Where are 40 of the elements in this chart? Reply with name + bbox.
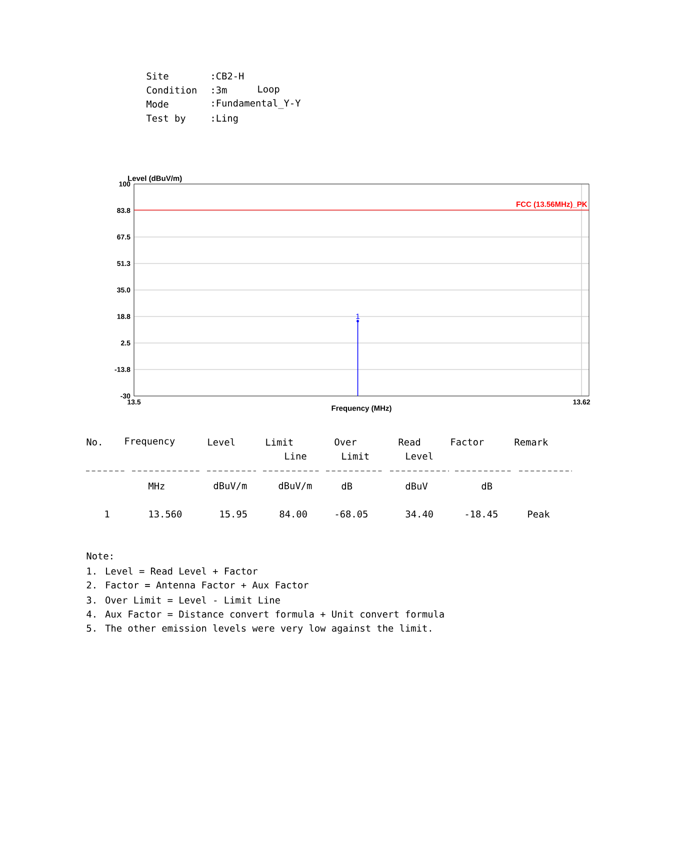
text: dB <box>342 482 352 490</box>
text: Level <box>406 452 433 460</box>
text: dBuV <box>406 482 428 490</box>
text: 34.40 <box>406 510 433 518</box>
text: Level <box>208 438 235 446</box>
text: 84.00 <box>280 510 307 518</box>
text: 3. Over Limit = Level - Limit Line <box>86 596 280 604</box>
text: Over <box>334 438 356 446</box>
text: dBuV/m <box>278 482 312 490</box>
text: 13.560 <box>149 510 182 518</box>
text: Frequency <box>125 438 175 446</box>
text: -18.45 <box>466 510 498 518</box>
text: Read <box>398 438 420 446</box>
text: Factor <box>451 438 484 446</box>
text: dB <box>482 482 492 490</box>
text: :CB2-H <box>212 72 244 80</box>
text: -68.05 <box>336 510 368 518</box>
text: :Fundamental_Y-Y <box>212 99 301 109</box>
text: Test by <box>146 114 186 124</box>
text: Note: <box>86 552 112 560</box>
text: Condition <box>146 86 196 94</box>
text: Line <box>285 452 306 460</box>
text: Mode <box>146 100 168 108</box>
text: :Ling <box>212 114 238 124</box>
text: 2. Factor = Antenna Factor + Aux Factor <box>86 581 308 589</box>
text: Limit <box>266 438 293 446</box>
text: dBuV/m <box>214 482 247 490</box>
text: Site <box>146 72 168 80</box>
text: No. <box>86 438 101 446</box>
text: 5. The other emission levels were very low against the limit. <box>86 624 432 634</box>
text: 15.95 <box>220 510 247 518</box>
text: 1. Level = Read Level + Factor <box>87 567 258 575</box>
text: MHz <box>148 482 164 490</box>
text: Remark <box>514 438 548 446</box>
text: :3m <box>212 86 227 94</box>
text: Loop <box>258 86 280 94</box>
text: 4. Aux Factor = Distance convert formula + Unit convert formula <box>86 610 444 618</box>
text: Peak <box>528 510 550 518</box>
text: 1 <box>105 510 110 518</box>
text: Limit <box>342 452 369 460</box>
